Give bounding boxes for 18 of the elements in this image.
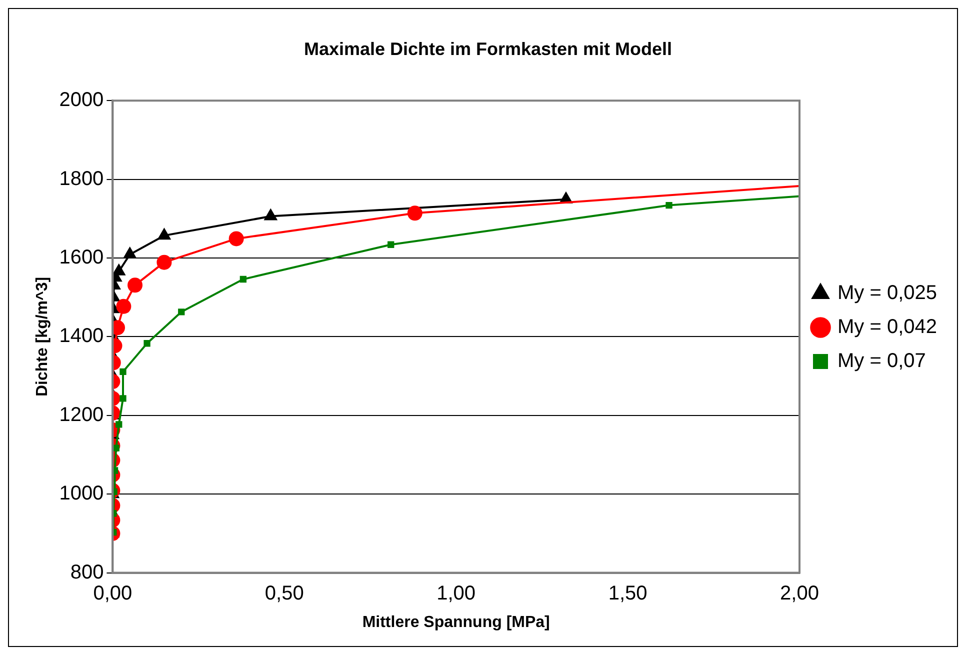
y-tick-label: 1000 <box>59 482 104 505</box>
legend-label: My = 0,07 <box>838 350 926 372</box>
y-tick-label: 1800 <box>59 168 104 190</box>
x-tick-label: 0,50 <box>264 582 304 604</box>
y-tick-label: 800 <box>70 561 104 584</box>
x-tick-label: 1,50 <box>608 582 648 604</box>
x-tick-label: 1,00 <box>436 582 476 604</box>
y-tick-label: 2000 <box>59 89 104 112</box>
x-tick-label: 0,00 <box>93 582 132 604</box>
chart-title: Maximale Dichte im Formkasten mit Modell <box>304 38 672 59</box>
x-axis-title: Mittlere Spannung [MPa] <box>362 614 550 631</box>
y-tick-label: 1400 <box>59 325 104 348</box>
y-axis-title: Dichte [kg/m^3] <box>34 276 52 396</box>
y-tick-label: 1600 <box>59 246 104 269</box>
legend-label: My = 0,025 <box>838 282 938 304</box>
y-tick-label: 1200 <box>59 404 104 426</box>
legend-label: My = 0,042 <box>838 316 938 338</box>
x-tick-label: 2,00 <box>780 582 819 604</box>
